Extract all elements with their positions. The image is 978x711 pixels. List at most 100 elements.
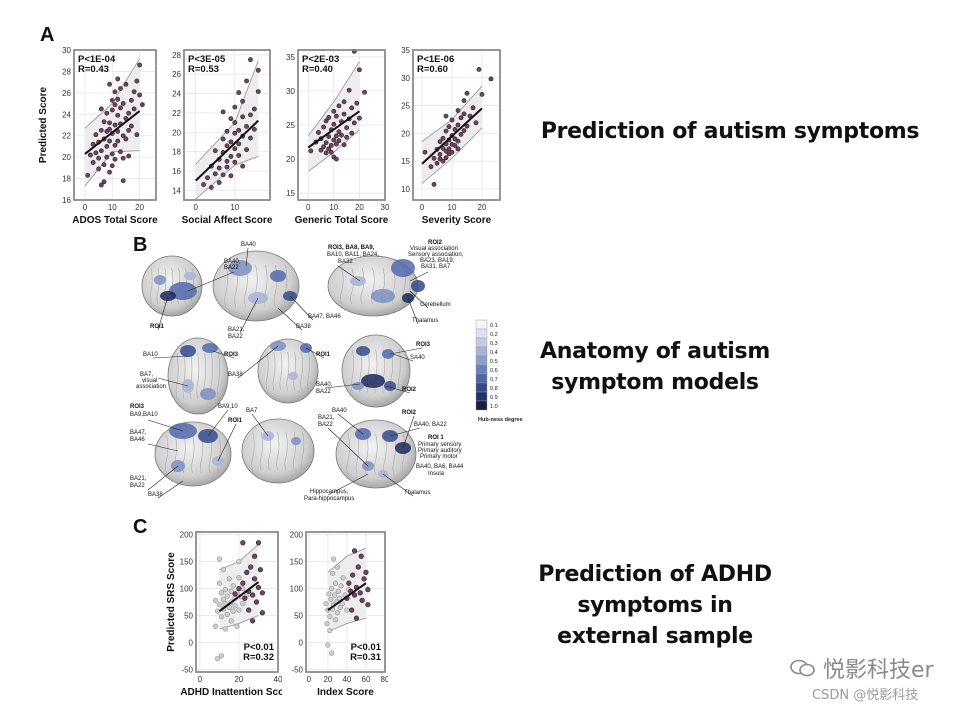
ci-upper-line [327,547,367,573]
data-point [139,102,145,108]
data-point [236,153,242,158]
hub-region [288,372,298,380]
data-point [464,90,470,96]
anatomy-label: ROI1 [150,324,165,330]
y-tick-label: 150 [290,558,304,567]
leader-line [212,350,235,359]
y-tick-label: 18 [62,175,71,184]
y-tick-label: 200 [290,531,304,540]
data-point [107,138,112,144]
leader-line [389,427,421,437]
data-point [339,132,344,138]
data-point [232,591,238,597]
anatomy-label: BA40, BA22 [414,422,447,428]
data-point [251,126,257,132]
data-point [470,105,476,111]
hub-region [371,289,395,303]
data-point [328,143,334,148]
x-tick-label: 0 [420,203,425,212]
data-point [250,618,256,624]
colorbar-tick-label: 0.8 [490,386,498,392]
data-point [96,166,101,172]
anatomy-label: BA38 [148,492,163,498]
data-point [220,109,226,115]
data-point-grey [327,627,333,634]
hub-region [200,388,216,400]
data-point-grey [335,588,341,594]
gyrus-texture [300,351,303,391]
data-point [228,173,234,179]
data-point [455,122,461,128]
anatomy-label: BA22 [130,483,145,489]
colorbar-swatch [475,346,488,357]
data-point-grey [331,556,337,562]
anatomy-label: BA40 [241,242,256,248]
data-point [224,143,230,149]
anatomy-label: BA40, [224,259,241,265]
data-point [88,152,93,158]
gyrus-texture [276,431,280,471]
data-point-grey [326,591,332,597]
data-point [316,130,321,135]
data-point-grey [224,593,230,599]
y-tick-label: 20 [286,155,295,164]
data-point [240,98,246,104]
data-point [112,142,118,148]
leader-line [305,347,325,359]
data-point [137,92,142,98]
data-point [120,178,126,184]
x-axis-label: Index Score [317,687,374,698]
data-point [98,127,104,133]
data-point [120,133,126,139]
watermark-source: CSDN @悦影科技 [812,688,919,703]
data-point [240,580,246,586]
data-point [331,108,337,114]
data-point [452,127,458,132]
gyrus-texture [286,351,290,391]
x-tick-label: 20 [135,203,144,212]
anatomy-label: Primary motor [420,454,458,460]
leader-line [147,419,184,432]
data-point-grey [228,588,234,594]
anatomy-label: ROI1 [316,352,331,358]
x-tick-label: 0 [306,203,311,212]
data-point [126,110,132,116]
x-tick-label: 10 [230,203,239,212]
data-point-grey [344,607,350,613]
colorbar-swatch [475,391,488,402]
colorbar-tick-label: 0.2 [490,332,498,338]
leader-line [325,383,361,389]
y-tick-label: 10 [401,185,410,194]
gyrus-texture [350,267,354,305]
x-tick-label: 20 [234,675,243,684]
gyrus-texture [224,264,228,308]
colorbar-tick-label: 0.9 [490,395,498,401]
stat-annotation: P<0.01 [244,642,275,653]
y-tick-label: 26 [172,70,181,79]
data-point [246,607,252,613]
data-point [458,132,464,137]
data-point [123,136,129,142]
hub-region [202,343,218,353]
hub-region [391,259,415,277]
fit-line [218,581,260,612]
hub-region [361,374,385,388]
data-point [109,107,115,113]
anatomy-label: BA22 [316,389,331,395]
y-tick-label: 100 [290,585,304,594]
data-point-grey [339,601,345,607]
data-point [336,129,342,135]
data-point [440,145,446,151]
data-point [228,116,234,122]
anatomy-label: ROI1 [228,418,243,424]
y-tick-label: 26 [62,89,71,98]
brain-posterior-2 [241,418,315,484]
anatomy-label: BA7, [140,372,153,378]
x-tick-label: 30 [381,203,389,212]
colorbar-swatch [475,328,488,339]
x-tick-label: 60 [362,675,371,684]
leader-line [289,295,314,321]
data-point-grey [240,601,246,607]
data-point [333,113,339,119]
data-point [349,607,355,613]
